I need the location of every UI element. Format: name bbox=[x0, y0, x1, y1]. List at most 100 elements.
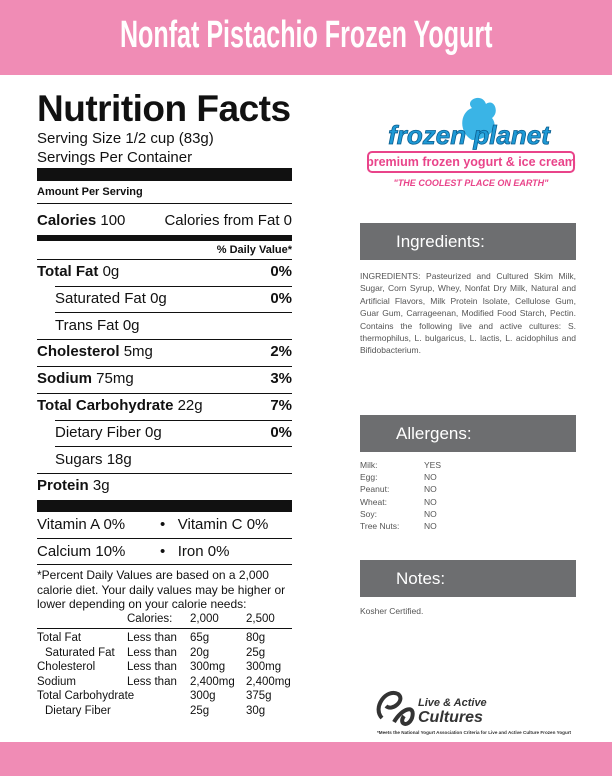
nutrient-dv: 3% bbox=[270, 370, 292, 388]
servings-per-container: Servings Per Container bbox=[37, 149, 193, 166]
allergen-value: NO bbox=[424, 496, 437, 507]
notes-text: Kosher Certified. bbox=[360, 606, 424, 616]
nutrient-dv: 0% bbox=[270, 423, 292, 441]
rule bbox=[37, 259, 292, 260]
dv-nutrient: Total Fat bbox=[37, 632, 82, 644]
nutrient-row: Total Fat 0g bbox=[37, 263, 119, 280]
allergens-heading: Allergens: bbox=[396, 424, 472, 443]
vitamin: Vitamin A 0% bbox=[37, 516, 125, 533]
dv-2000: 25g bbox=[190, 705, 210, 717]
title-wrap: Nonfat Pistachio Frozen Yogurt bbox=[0, 14, 612, 57]
nutrient-row: Total Carbohydrate 22g bbox=[37, 397, 203, 414]
header-band: Nonfat Pistachio Frozen Yogurt bbox=[0, 0, 612, 75]
notes-heading: Notes: bbox=[396, 569, 446, 588]
nutrient-amount: 75mg bbox=[96, 370, 134, 388]
dv-table-header: 2,500 bbox=[246, 613, 275, 625]
nutrient-label: Total Carbohydrate bbox=[37, 397, 174, 414]
dv-2500: 375g bbox=[246, 690, 272, 703]
rule bbox=[55, 419, 292, 421]
allergen-name: Egg: bbox=[360, 472, 378, 483]
vitamin-name: Vitamin A bbox=[37, 516, 100, 533]
calories-label: Calories bbox=[37, 212, 97, 229]
calories-fat-label: Calories from Fat bbox=[164, 212, 280, 229]
allergen-name: Milk: bbox=[360, 460, 378, 470]
dv-nutrient: Cholesterol bbox=[37, 661, 96, 674]
nutrient-dv: 0% bbox=[270, 289, 292, 307]
allergen-name: Soy: bbox=[360, 508, 378, 519]
amount-per-serving: Amount Per Serving bbox=[37, 186, 143, 198]
footer-band bbox=[0, 742, 612, 776]
nutrient-row: Dietary Fiber 0g bbox=[55, 424, 162, 441]
thick-rule bbox=[37, 168, 292, 181]
allergen-value: NO bbox=[424, 472, 437, 483]
dv-table-header: Calories: bbox=[127, 613, 173, 625]
seal-footnote: *Meets the National Yogurt Association C… bbox=[377, 730, 572, 735]
seal-mark bbox=[376, 690, 415, 726]
notes-heading-box: Notes: bbox=[360, 560, 576, 597]
seal-line2: Cultures bbox=[418, 709, 483, 726]
vitamin-value: 10% bbox=[95, 543, 126, 560]
nutrient-row: Saturated Fat 0g bbox=[55, 290, 167, 307]
dv-2500: 30g bbox=[246, 705, 266, 717]
dv-2000: 20g bbox=[190, 646, 210, 659]
vitamin: • Vitamin C 0% bbox=[160, 516, 269, 533]
ingredients-heading: Ingredients: bbox=[396, 232, 485, 251]
dv-2500: 25g bbox=[246, 646, 266, 659]
seal-line1: Live & Active bbox=[418, 697, 487, 709]
nutrient-label: Dietary Fiber bbox=[55, 423, 141, 441]
brand-tagline: premium frozen yogurt & ice cream bbox=[366, 155, 576, 169]
nutrient-dv: 7% bbox=[270, 397, 292, 414]
allergen-value: NO bbox=[424, 484, 437, 495]
cultures-seal: Live & Active Cultures *Meets the Nation… bbox=[376, 690, 572, 735]
allergen-name: Peanut: bbox=[360, 484, 390, 495]
rule bbox=[37, 392, 292, 394]
dv-limit: Less than bbox=[127, 632, 177, 644]
allergen-value: YES bbox=[424, 460, 442, 470]
calories-value: 100 bbox=[100, 212, 126, 229]
nutrition-title: Nutrition Facts bbox=[37, 88, 291, 129]
dv-limit: Less than bbox=[127, 675, 177, 688]
dv-nutrient: Total Carbohydrate bbox=[37, 690, 135, 703]
vitamin-value: 0% bbox=[103, 516, 126, 533]
rule bbox=[37, 339, 292, 341]
ingredients-text: INGREDIENTS: Pasteurized and Cultured Sk… bbox=[360, 271, 576, 356]
dv-2500: 2,400mg bbox=[246, 675, 291, 688]
calories-fat-value: 0 bbox=[283, 212, 292, 229]
rule bbox=[37, 473, 292, 475]
rule bbox=[37, 628, 292, 629]
dv-2000: 65g bbox=[190, 632, 210, 644]
nutrient-dv: 0% bbox=[270, 263, 292, 280]
nutrient-amount: 18g bbox=[106, 450, 132, 468]
vitamin-name: Vitamin C bbox=[177, 516, 243, 533]
dv-2500: 80g bbox=[246, 632, 266, 644]
allergen-value: NO bbox=[424, 521, 437, 531]
brand-logo: frozen planet premium frozen yogurt & ic… bbox=[366, 97, 576, 188]
dv-nutrient: Saturated Fat bbox=[45, 646, 115, 659]
rule bbox=[55, 446, 292, 448]
thick-rule bbox=[37, 500, 292, 512]
brand-slogan: "THE COOLEST PLACE ON EARTH" bbox=[394, 178, 550, 188]
nutrient-amount: 0g bbox=[122, 316, 140, 334]
rule bbox=[37, 365, 292, 367]
daily-value-header: % Daily Value* bbox=[216, 244, 292, 256]
serving-size: Serving Size 1/2 cup (83g) bbox=[37, 130, 214, 147]
rule bbox=[37, 203, 292, 204]
calories-from-fat: Calories from Fat 0 bbox=[164, 212, 292, 229]
nutrient-amount: 0g bbox=[150, 289, 167, 307]
footnote: *Percent Daily Values are based on a 2,0… bbox=[37, 568, 286, 611]
dv-2000: 300mg bbox=[190, 661, 226, 674]
page-title: Nonfat Pistachio Frozen Yogurt bbox=[119, 14, 493, 56]
dv-2000: 2,400mg bbox=[190, 675, 235, 688]
nutrient-row: Sugars 18g bbox=[55, 451, 132, 468]
nutrient-dv: 2% bbox=[270, 343, 292, 361]
nutrient-label: Sodium bbox=[37, 370, 92, 388]
nutrient-label: Trans Fat bbox=[55, 316, 119, 334]
vitamin-value: 0% bbox=[246, 516, 269, 533]
dv-limit: Less than bbox=[127, 646, 177, 659]
vitamin: • Iron 0% bbox=[160, 543, 230, 560]
allergen-value: NO bbox=[424, 508, 437, 519]
rule bbox=[55, 285, 292, 287]
rule bbox=[37, 564, 292, 565]
rule bbox=[37, 538, 292, 539]
